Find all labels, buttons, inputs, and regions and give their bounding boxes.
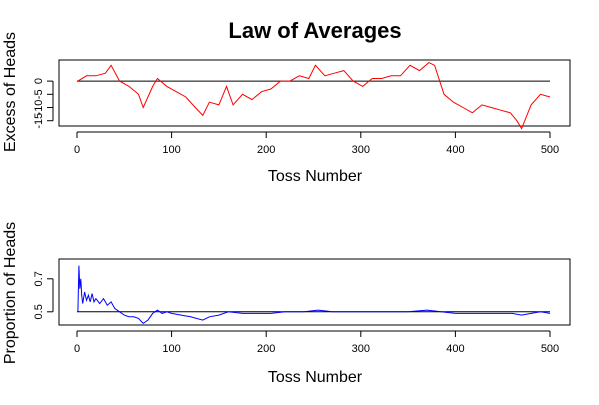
- y-axis: 0.5 0.7: [33, 271, 54, 319]
- x-tick-label: 0: [74, 343, 80, 355]
- y-tick-label: -15: [33, 113, 45, 129]
- plot-box: [58, 258, 571, 326]
- proportion-of-heads-panel: 0 100 200 300 400 500 0.5 0.7 Toss Number Prop…: [2, 222, 571, 386]
- y-tick-label: -10: [33, 100, 45, 116]
- plot-box: [58, 59, 571, 127]
- y-tick-label: 0.5: [33, 304, 45, 319]
- x-tick-label: 100: [162, 144, 180, 156]
- y-tick-label: 0: [33, 78, 45, 84]
- x-tick-label: 400: [446, 343, 464, 355]
- chart-title: Law of Averages: [228, 18, 401, 43]
- x-axis-label: Toss Number: [268, 168, 363, 185]
- x-tick-label: 200: [257, 144, 275, 156]
- x-tick-label: 100: [162, 343, 180, 355]
- x-tick-label: 500: [541, 343, 559, 355]
- y-tick-label: 0.7: [33, 271, 45, 286]
- x-axis-label: Toss Number: [268, 369, 363, 386]
- x-axis: 0 100 200 300 400 500: [74, 330, 559, 355]
- x-tick-label: 400: [446, 144, 464, 156]
- y-axis: -15-10-5 0: [33, 78, 54, 129]
- x-tick-label: 200: [257, 343, 275, 355]
- x-tick-label: 300: [352, 343, 370, 355]
- x-tick-label: 300: [352, 144, 370, 156]
- y-tick-label: -5: [33, 89, 45, 99]
- x-tick-label: 500: [541, 144, 559, 156]
- y-axis-label: Excess of Heads: [2, 32, 19, 152]
- y-axis-label: Proportion of Heads: [2, 222, 19, 364]
- x-axis: 0 100 200 300 400 500: [74, 131, 559, 156]
- x-tick-label: 0: [74, 144, 80, 156]
- excess-of-heads-panel: 0 100 200 300 400 500 -15-10-5 0 Toss Number E…: [2, 32, 571, 185]
- series-line: [77, 265, 551, 325]
- series-line: [77, 62, 551, 130]
